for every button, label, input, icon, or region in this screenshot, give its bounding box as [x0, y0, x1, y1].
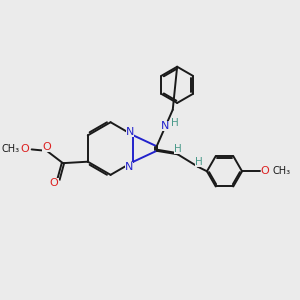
Text: H: H	[195, 157, 202, 166]
Text: O: O	[50, 178, 58, 188]
Text: O: O	[43, 142, 51, 152]
Text: N: N	[161, 122, 169, 131]
Text: N: N	[125, 162, 133, 172]
Text: O: O	[261, 166, 269, 176]
Text: H: H	[174, 144, 182, 154]
Text: CH₃: CH₃	[272, 166, 291, 176]
Text: CH₃: CH₃	[2, 144, 20, 154]
Text: H: H	[171, 118, 179, 128]
Text: N: N	[126, 127, 134, 136]
Text: O: O	[21, 144, 30, 154]
